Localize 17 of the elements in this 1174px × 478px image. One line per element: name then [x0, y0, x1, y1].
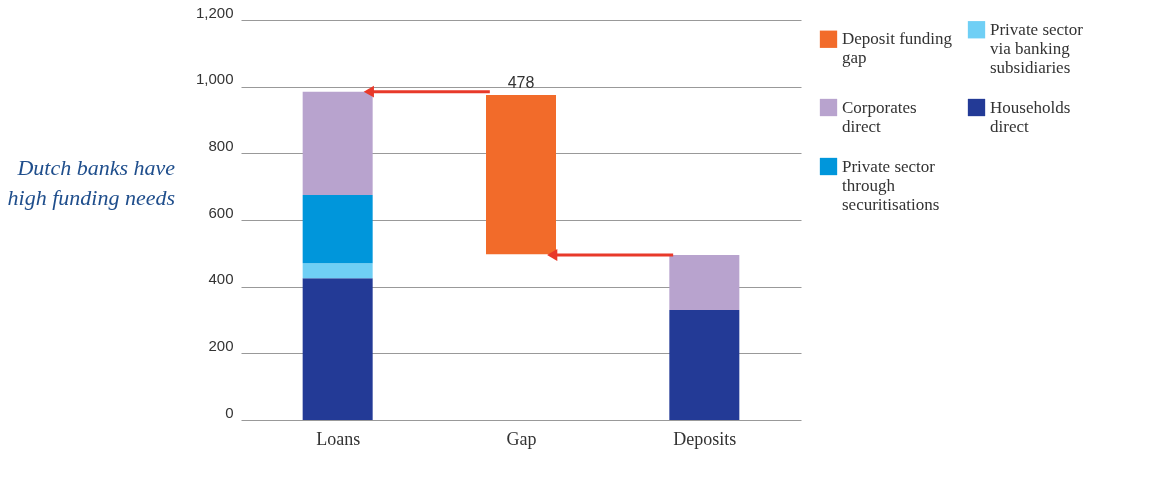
legend-label: Private sector through securitisations — [842, 156, 940, 214]
legend-label: Private sector via banking subsidiaries — [990, 19, 1084, 77]
y-tick-label: 0 — [225, 403, 234, 421]
y-tick-label: 600 — [208, 203, 234, 221]
y-tick-label: 800 — [208, 136, 234, 154]
y-tick-label: 1,200 — [195, 3, 234, 21]
legend-label: Households direct — [990, 97, 1071, 136]
y-tick-label: 200 — [208, 336, 234, 354]
y-tick-label: 400 — [208, 270, 234, 288]
legend-label: Deposit funding gap — [842, 29, 953, 68]
legend-label: Corporates direct — [842, 97, 917, 136]
text: Dutch banks have high funding needs — [7, 155, 176, 210]
data-label: 478 — [507, 74, 535, 91]
x-tick-label: Deposits — [673, 428, 737, 449]
x-tick-label: Loans — [316, 428, 361, 449]
y-tick-label: 1,000 — [195, 70, 234, 88]
x-tick-label: Gap — [506, 428, 537, 449]
